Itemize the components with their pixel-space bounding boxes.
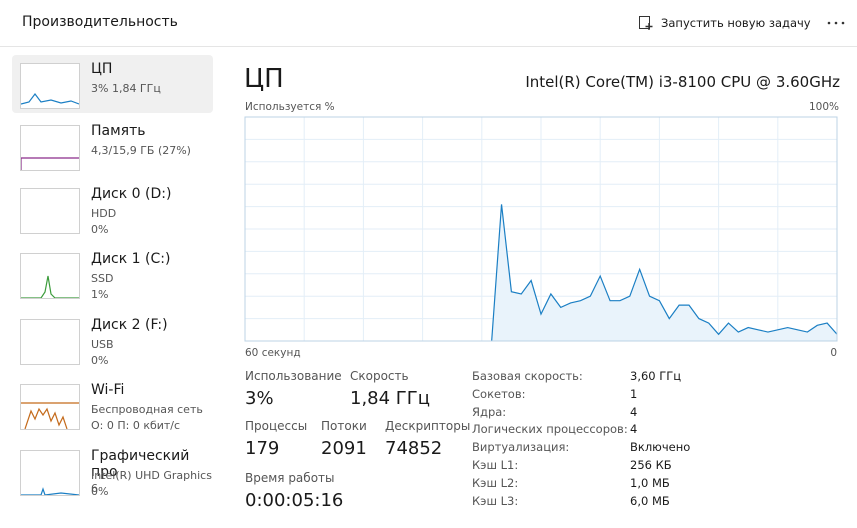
- item-detail: SSD: [91, 272, 114, 285]
- sidebar-item[interactable]: Графический про Intel(R) UHD Graphics 6 0%: [12, 442, 213, 500]
- sidebar-item[interactable]: Диск 0 (D:) HDD 0%: [12, 180, 213, 238]
- item-name: Диск 1 (C:): [91, 251, 171, 267]
- stat-value: 74852: [385, 438, 443, 459]
- thumbnail: [20, 450, 80, 496]
- detail-value: Включено: [630, 440, 691, 455]
- thumbnail-line: [20, 93, 80, 105]
- sidebar-item[interactable]: Память 4,3/15,9 ГБ (27%): [12, 117, 213, 175]
- stat-label: Потоки: [321, 419, 367, 433]
- stat-label: Скорость: [350, 369, 409, 383]
- item-detail: 0%: [91, 485, 109, 498]
- detail-value: 4: [630, 422, 638, 437]
- detail-label: Сокетов:: [472, 386, 526, 401]
- detail-value: 4: [630, 404, 638, 419]
- stat-label: Дескрипторы: [385, 419, 471, 433]
- item-name: Память: [91, 123, 146, 139]
- thumbnail: [20, 188, 80, 234]
- thumbnail-graph: [20, 157, 79, 170]
- sidebar-item[interactable]: ЦП 3% 1,84 ГГц: [12, 55, 213, 113]
- detail-label: Логических процессоров:: [472, 422, 628, 437]
- detail-label: Кэш L2:: [472, 475, 519, 490]
- detail-label: Базовая скорость:: [472, 369, 583, 383]
- item-detail: USB: [91, 338, 114, 351]
- detail-value: 256 КБ: [630, 458, 672, 472]
- detail-value: 1,0 МБ: [630, 475, 670, 490]
- item-detail: 0%: [91, 223, 109, 236]
- thumbnail-line: [21, 402, 79, 430]
- thumbnail-graph: [20, 93, 80, 105]
- item-detail: Intel(R) UHD Graphics 6: [91, 469, 212, 495]
- plot-border: [244, 116, 838, 342]
- detail-label: Виртуализация:: [472, 440, 570, 455]
- detail-value: 6,0 МБ: [630, 493, 670, 508]
- thumbnail: [20, 319, 80, 365]
- main-title: ЦП: [244, 64, 284, 94]
- cpu-model: Intel(R) Core(TM) i3-8100 CPU @ 3.60GHz: [525, 73, 840, 91]
- page-title: Производительность: [22, 14, 178, 30]
- thumbnail: [20, 63, 80, 109]
- item-detail: Беспроводная сеть: [91, 403, 203, 416]
- stat-value: 1,84 ГГц: [350, 388, 431, 409]
- y-axis-label: Используется %: [245, 101, 335, 113]
- stat-label: Процессы: [245, 419, 308, 433]
- stat-label: Время работы: [245, 471, 335, 485]
- stat-label: Использование: [245, 369, 342, 383]
- sidebar-item[interactable]: Диск 2 (F:) USB 0%: [12, 311, 213, 369]
- item-detail: 4,3/15,9 ГБ (27%): [91, 144, 191, 157]
- item-detail: HDD: [91, 207, 117, 220]
- stat-value: 2091: [321, 438, 367, 459]
- item-detail: 1%: [91, 288, 109, 301]
- sidebar-item[interactable]: Wi-Fi Беспроводная сеть О: 0 П: 0 кбит/с: [12, 376, 213, 434]
- detail-label: Кэш L3:: [472, 493, 519, 508]
- thumbnail: [20, 384, 80, 430]
- x-tick-label: 0: [830, 347, 837, 359]
- item-detail: 0%: [91, 354, 109, 367]
- detail-value: 1: [630, 386, 638, 401]
- item-name: Диск 0 (D:): [91, 186, 172, 202]
- item-name: Wi-Fi: [91, 382, 125, 398]
- detail-value: 3,60 ГГц: [630, 369, 682, 383]
- stat-value: 0:00:05:16: [245, 490, 344, 511]
- thumbnail-graph: [21, 402, 79, 430]
- item-detail: О: 0 П: 0 кбит/с: [91, 419, 181, 432]
- header: [0, 0, 857, 47]
- stat-value: 3%: [245, 388, 274, 409]
- more-button[interactable]: [826, 20, 846, 26]
- thumbnail-line: [20, 157, 79, 170]
- new-task-button[interactable]: Запустить новую задачу: [661, 16, 811, 30]
- stat-value: 179: [245, 438, 280, 459]
- item-detail: 3% 1,84 ГГц: [91, 82, 161, 95]
- new-task-icon[interactable]: [638, 15, 654, 31]
- detail-label: Ядра:: [472, 404, 507, 419]
- item-name: Диск 2 (F:): [91, 317, 168, 333]
- x-tick-label: 60 секунд: [245, 347, 301, 359]
- y-tick-label: 100%: [809, 101, 839, 113]
- area: [491, 204, 837, 341]
- thumbnail: [20, 253, 80, 299]
- detail-label: Кэш L1:: [472, 458, 519, 472]
- cpu-line: [491, 204, 838, 342]
- sidebar-item[interactable]: Диск 1 (C:) SSD 1%: [12, 245, 213, 303]
- item-name: Графический про: [91, 448, 190, 480]
- thumbnail: [20, 125, 80, 171]
- item-name: ЦП: [91, 61, 113, 77]
